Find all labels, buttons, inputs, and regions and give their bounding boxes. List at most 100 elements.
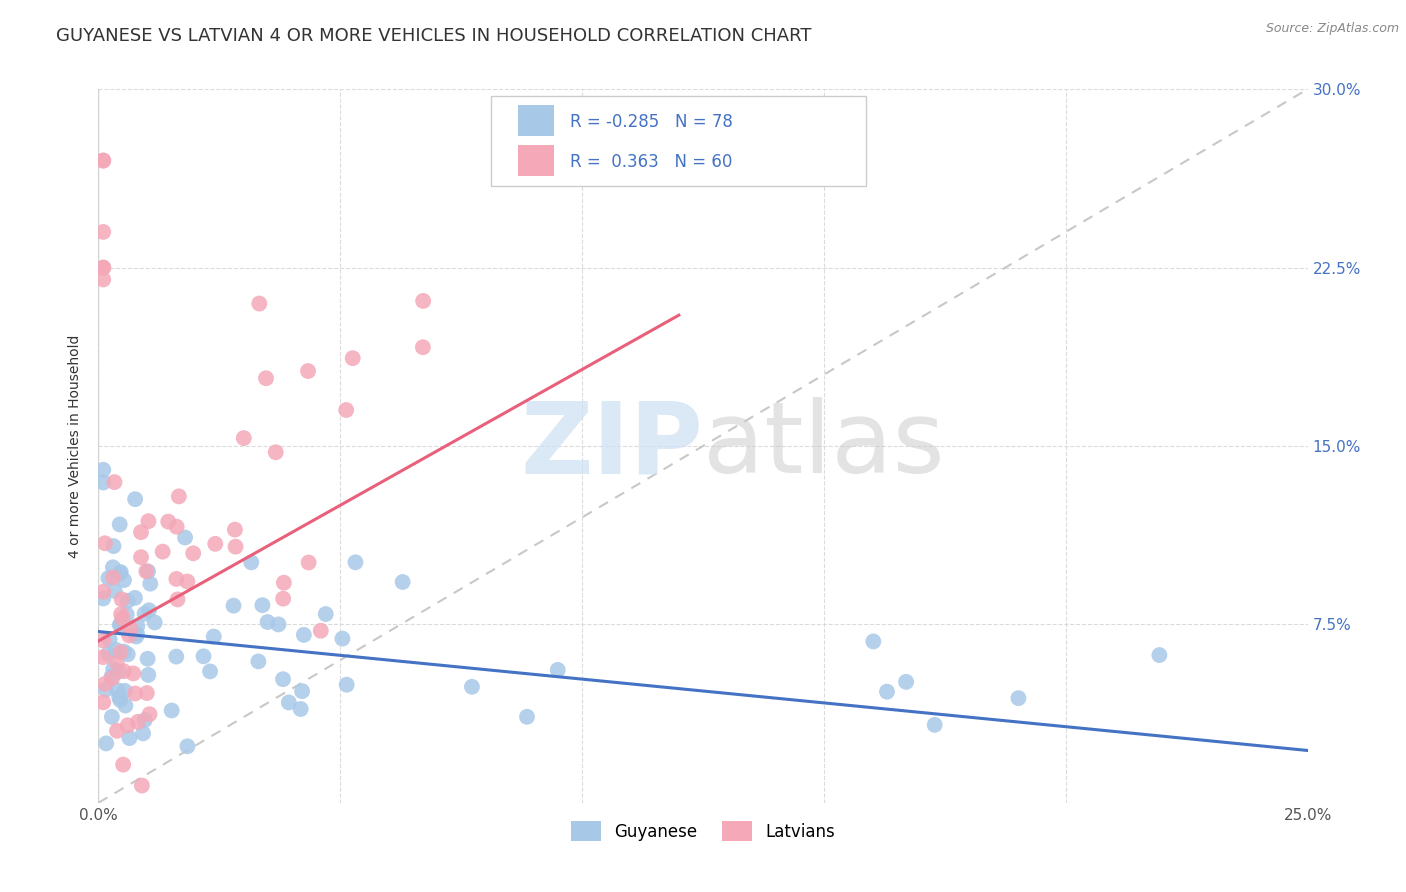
Point [138, 603, 160, 617]
Point [111, 592, 134, 607]
Point [135, 564, 157, 578]
Text: atlas: atlas [703, 398, 945, 494]
FancyBboxPatch shape [492, 96, 866, 186]
Point [134, 713, 156, 727]
Point [124, 492, 146, 507]
Point [107, 665, 129, 679]
Point [118, 731, 141, 745]
Point [108, 566, 131, 581]
Point [1007, 691, 1029, 706]
Point [91, 260, 114, 275]
Point [112, 664, 135, 678]
Point [136, 652, 159, 666]
Point [222, 599, 245, 613]
Point [117, 647, 139, 661]
Point [412, 340, 434, 354]
Point [547, 663, 569, 677]
Point [103, 539, 125, 553]
Point [152, 544, 174, 558]
Point [103, 570, 125, 584]
Point [101, 560, 124, 574]
Text: R =  0.363   N = 60: R = 0.363 N = 60 [569, 153, 733, 171]
Point [240, 555, 263, 569]
Point [271, 591, 294, 606]
Point [247, 296, 270, 310]
Point [176, 739, 198, 754]
Point [166, 520, 188, 534]
Point [167, 489, 190, 503]
Point [114, 684, 136, 698]
Point [101, 710, 124, 724]
Point [174, 531, 197, 545]
Point [108, 517, 131, 532]
Text: R = -0.285   N = 78: R = -0.285 N = 78 [569, 113, 733, 131]
Point [224, 523, 246, 537]
Point [91, 475, 114, 490]
Point [143, 615, 166, 630]
Point [157, 515, 180, 529]
Point [108, 618, 131, 632]
Point [104, 642, 127, 657]
Point [110, 607, 132, 622]
Point [277, 696, 299, 710]
Point [97, 647, 120, 661]
Point [107, 683, 129, 698]
Point [129, 525, 152, 540]
Point [127, 619, 149, 633]
Point [924, 718, 946, 732]
Point [461, 680, 484, 694]
Point [1149, 648, 1171, 662]
Point [290, 702, 312, 716]
Point [103, 475, 125, 489]
Point [138, 514, 160, 528]
Point [894, 674, 917, 689]
Point [97, 571, 120, 585]
Point [105, 656, 128, 670]
Point [315, 607, 337, 621]
Point [94, 536, 117, 550]
Point [198, 665, 221, 679]
Point [516, 710, 538, 724]
Point [176, 574, 198, 589]
FancyBboxPatch shape [517, 145, 554, 176]
Point [129, 550, 152, 565]
Point [297, 556, 319, 570]
Point [344, 555, 367, 569]
Point [125, 630, 148, 644]
Point [94, 682, 117, 697]
Point [120, 621, 142, 635]
Point [91, 584, 114, 599]
Point [332, 632, 354, 646]
Point [117, 718, 139, 732]
Point [247, 654, 270, 668]
Point [115, 607, 138, 622]
Point [291, 684, 314, 698]
Point [91, 272, 114, 286]
Text: Source: ZipAtlas.com: Source: ZipAtlas.com [1265, 22, 1399, 36]
Point [110, 693, 132, 707]
Point [165, 649, 187, 664]
Point [391, 574, 413, 589]
Point [91, 650, 114, 665]
Point [135, 686, 157, 700]
Point [256, 615, 278, 629]
Point [101, 671, 124, 685]
Point [91, 695, 114, 709]
Point [335, 403, 357, 417]
Point [110, 565, 132, 579]
Point [131, 779, 153, 793]
Point [264, 445, 287, 459]
Point [125, 626, 148, 640]
Point [271, 672, 294, 686]
FancyBboxPatch shape [517, 104, 554, 136]
Point [181, 546, 204, 560]
Point [336, 678, 359, 692]
Point [225, 540, 247, 554]
Point [94, 677, 117, 691]
Point [132, 726, 155, 740]
Point [136, 668, 159, 682]
Point [342, 351, 364, 366]
Point [309, 624, 332, 638]
Point [138, 707, 160, 722]
Point [139, 576, 162, 591]
